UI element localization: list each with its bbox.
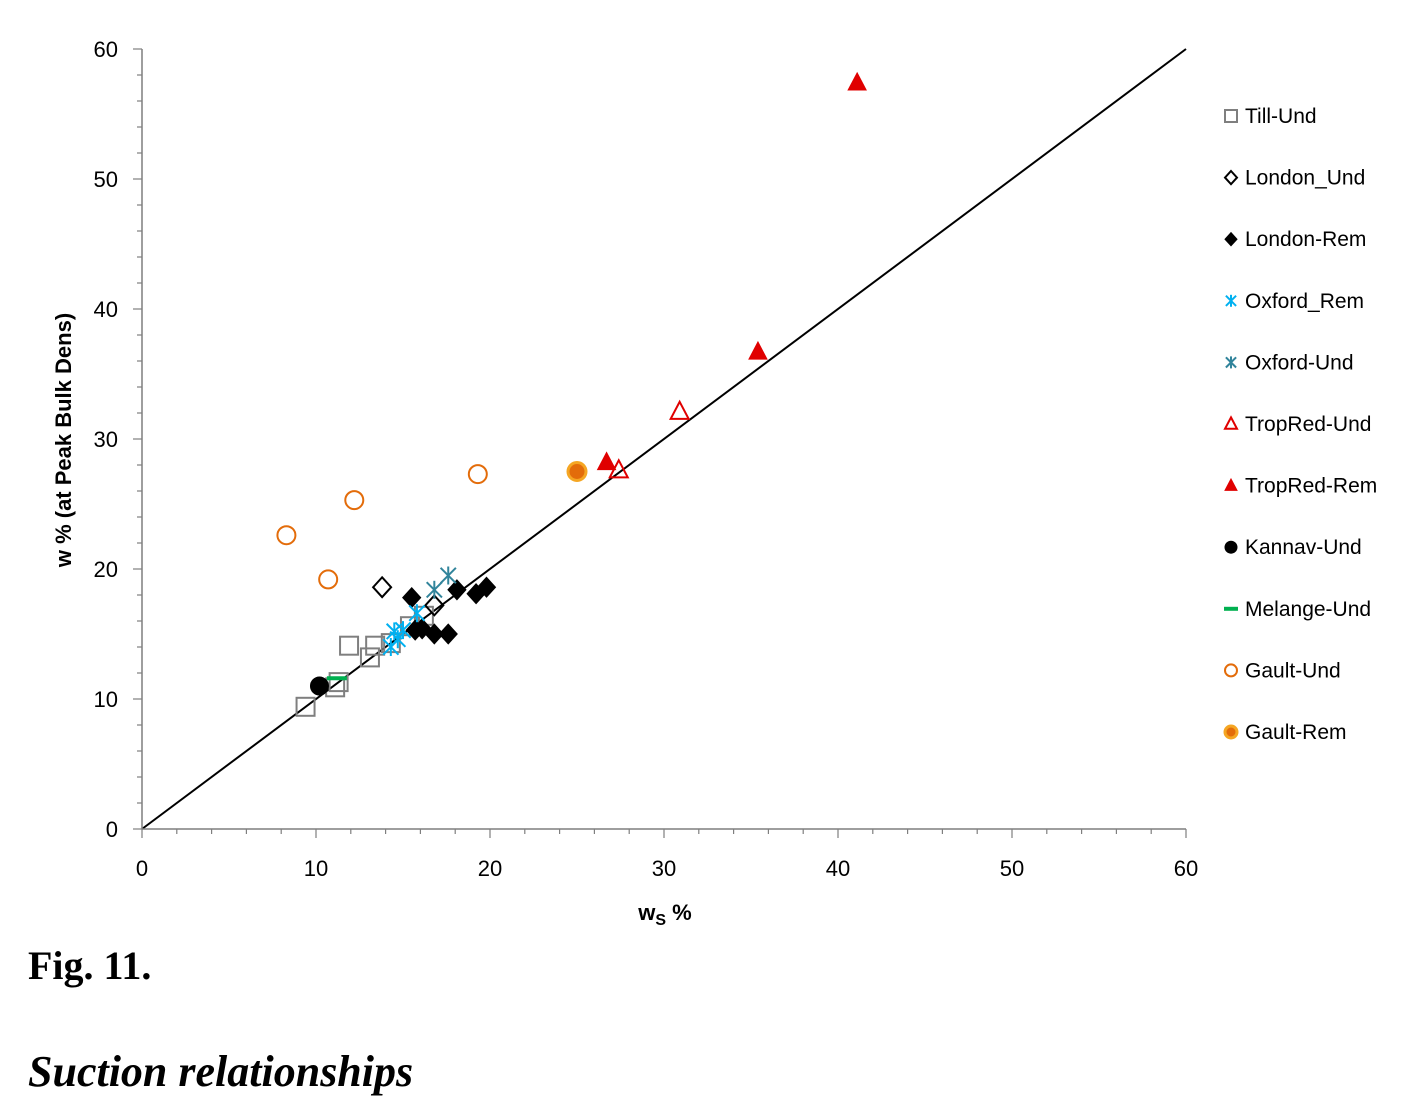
data-point [425, 580, 443, 599]
reference-line-layer [141, 48, 1187, 830]
legend-item-london-und: London_Und [1223, 167, 1365, 190]
series-gault-rem [566, 461, 588, 482]
data-point [344, 490, 365, 511]
legend: Till-Und London_Und London-Rem Oxford_Rem Ox… [1223, 105, 1377, 744]
legend-label: London_Und [1245, 167, 1365, 190]
y-tick-label: 30 [94, 427, 118, 452]
legend-marker [1224, 109, 1238, 123]
legend-marker [1225, 356, 1237, 369]
legend-label: TropRed-Und [1245, 413, 1371, 436]
legend-marker [1223, 724, 1239, 740]
series-kannav-und [309, 676, 329, 696]
legend-marker [1224, 231, 1238, 247]
data-point [669, 399, 691, 420]
legend-marker [1224, 540, 1238, 554]
legend-item-tropred-rem: TropRed-Rem [1224, 475, 1377, 498]
legend-label: Kannav-Und [1245, 536, 1362, 559]
legend-label: Oxford-Und [1245, 351, 1354, 374]
series-oxford-und [425, 566, 457, 599]
y-tick-label: 20 [94, 557, 118, 582]
series-gault-und [276, 464, 488, 590]
legend-marker [1224, 663, 1238, 678]
data-point [424, 623, 444, 645]
series-tropred-rem [596, 71, 867, 471]
data-point [596, 451, 617, 471]
legend-marker [1225, 294, 1237, 307]
legend-label: Oxford_Rem [1245, 290, 1364, 313]
legend-item-till-und: Till-Und [1224, 105, 1317, 128]
data-point [339, 635, 360, 656]
y-axis-title: w % (at Peak Bulk Dens) [51, 313, 76, 568]
y-tick-label: 0 [106, 817, 118, 842]
series-oxford-rem [382, 604, 426, 656]
legend-item-oxford-und: Oxford-Und [1225, 351, 1354, 374]
data-point [476, 576, 497, 598]
data-point [439, 566, 457, 585]
x-axis-title: wS % [637, 900, 691, 929]
data-points [276, 71, 867, 717]
data-point [295, 696, 316, 717]
legend-item-kannav-und: Kannav-Und [1224, 536, 1362, 559]
x-tick-label: 50 [1000, 856, 1024, 881]
x-tick-label: 40 [826, 856, 850, 881]
legend-item-gault-rem: Gault-Rem [1223, 721, 1347, 744]
data-point [447, 579, 467, 601]
x-tick-label: 0 [136, 856, 148, 881]
figure-caption: Fig. 11. [28, 943, 152, 988]
data-point [328, 672, 349, 693]
series-london-rem [402, 576, 497, 645]
y-tick-label: 40 [94, 297, 118, 322]
series-tropred-und [608, 399, 691, 479]
legend-label: Melange-Und [1245, 598, 1371, 621]
data-point [371, 575, 393, 599]
legend-label: Till-Und [1245, 105, 1317, 128]
legend-marker [1223, 415, 1239, 430]
x-tick-label: 60 [1174, 856, 1198, 881]
data-point [748, 340, 768, 360]
x-tick-label: 20 [478, 856, 502, 881]
data-point [309, 676, 329, 696]
y-tick-label: 50 [94, 167, 118, 192]
legend-label: Gault-Rem [1245, 721, 1347, 744]
x-axis-title-suffix: % [666, 900, 692, 925]
data-point [423, 594, 445, 617]
y-tick-label: 10 [94, 687, 118, 712]
legend-label: Gault-Und [1245, 659, 1341, 682]
legend-item-melange-und: Melange-Und [1224, 598, 1371, 621]
axes: 0 10 20 30 40 50 60 0 10 20 30 40 50 60 [94, 37, 1199, 881]
x-axis-title-main: w [637, 900, 656, 925]
x-tick-label: 10 [304, 856, 328, 881]
legend-item-gault-und: Gault-Und [1224, 659, 1341, 682]
data-point [566, 461, 588, 482]
data-point [276, 525, 297, 546]
one-to-one-line [141, 48, 1187, 830]
scatter-chart: 0 10 20 30 40 50 60 0 10 20 30 40 50 60 Till-Und Londo… [51, 37, 1377, 929]
data-point [402, 586, 422, 609]
series-london-und [371, 575, 445, 617]
data-point [394, 621, 412, 640]
legend-item-tropred-und: TropRed-Und [1223, 413, 1371, 436]
data-point [365, 635, 386, 656]
data-point [408, 604, 426, 623]
legend-marker [1224, 477, 1238, 491]
legend-item-london-rem: London-Rem [1224, 228, 1366, 251]
legend-item-oxford-rem: Oxford_Rem [1225, 290, 1364, 313]
data-point [318, 569, 339, 590]
legend-marker [1223, 169, 1239, 186]
data-point [359, 647, 380, 668]
legend-label: London-Rem [1245, 228, 1366, 251]
x-tick-label: 30 [652, 856, 676, 881]
legend-label: TropRed-Rem [1245, 475, 1377, 498]
x-axis-title-subscript: S [655, 912, 666, 929]
section-heading: Suction relationships [28, 1047, 414, 1096]
data-point [467, 464, 488, 485]
data-point [847, 71, 867, 91]
data-point [438, 623, 458, 645]
y-tick-label: 60 [94, 37, 118, 62]
